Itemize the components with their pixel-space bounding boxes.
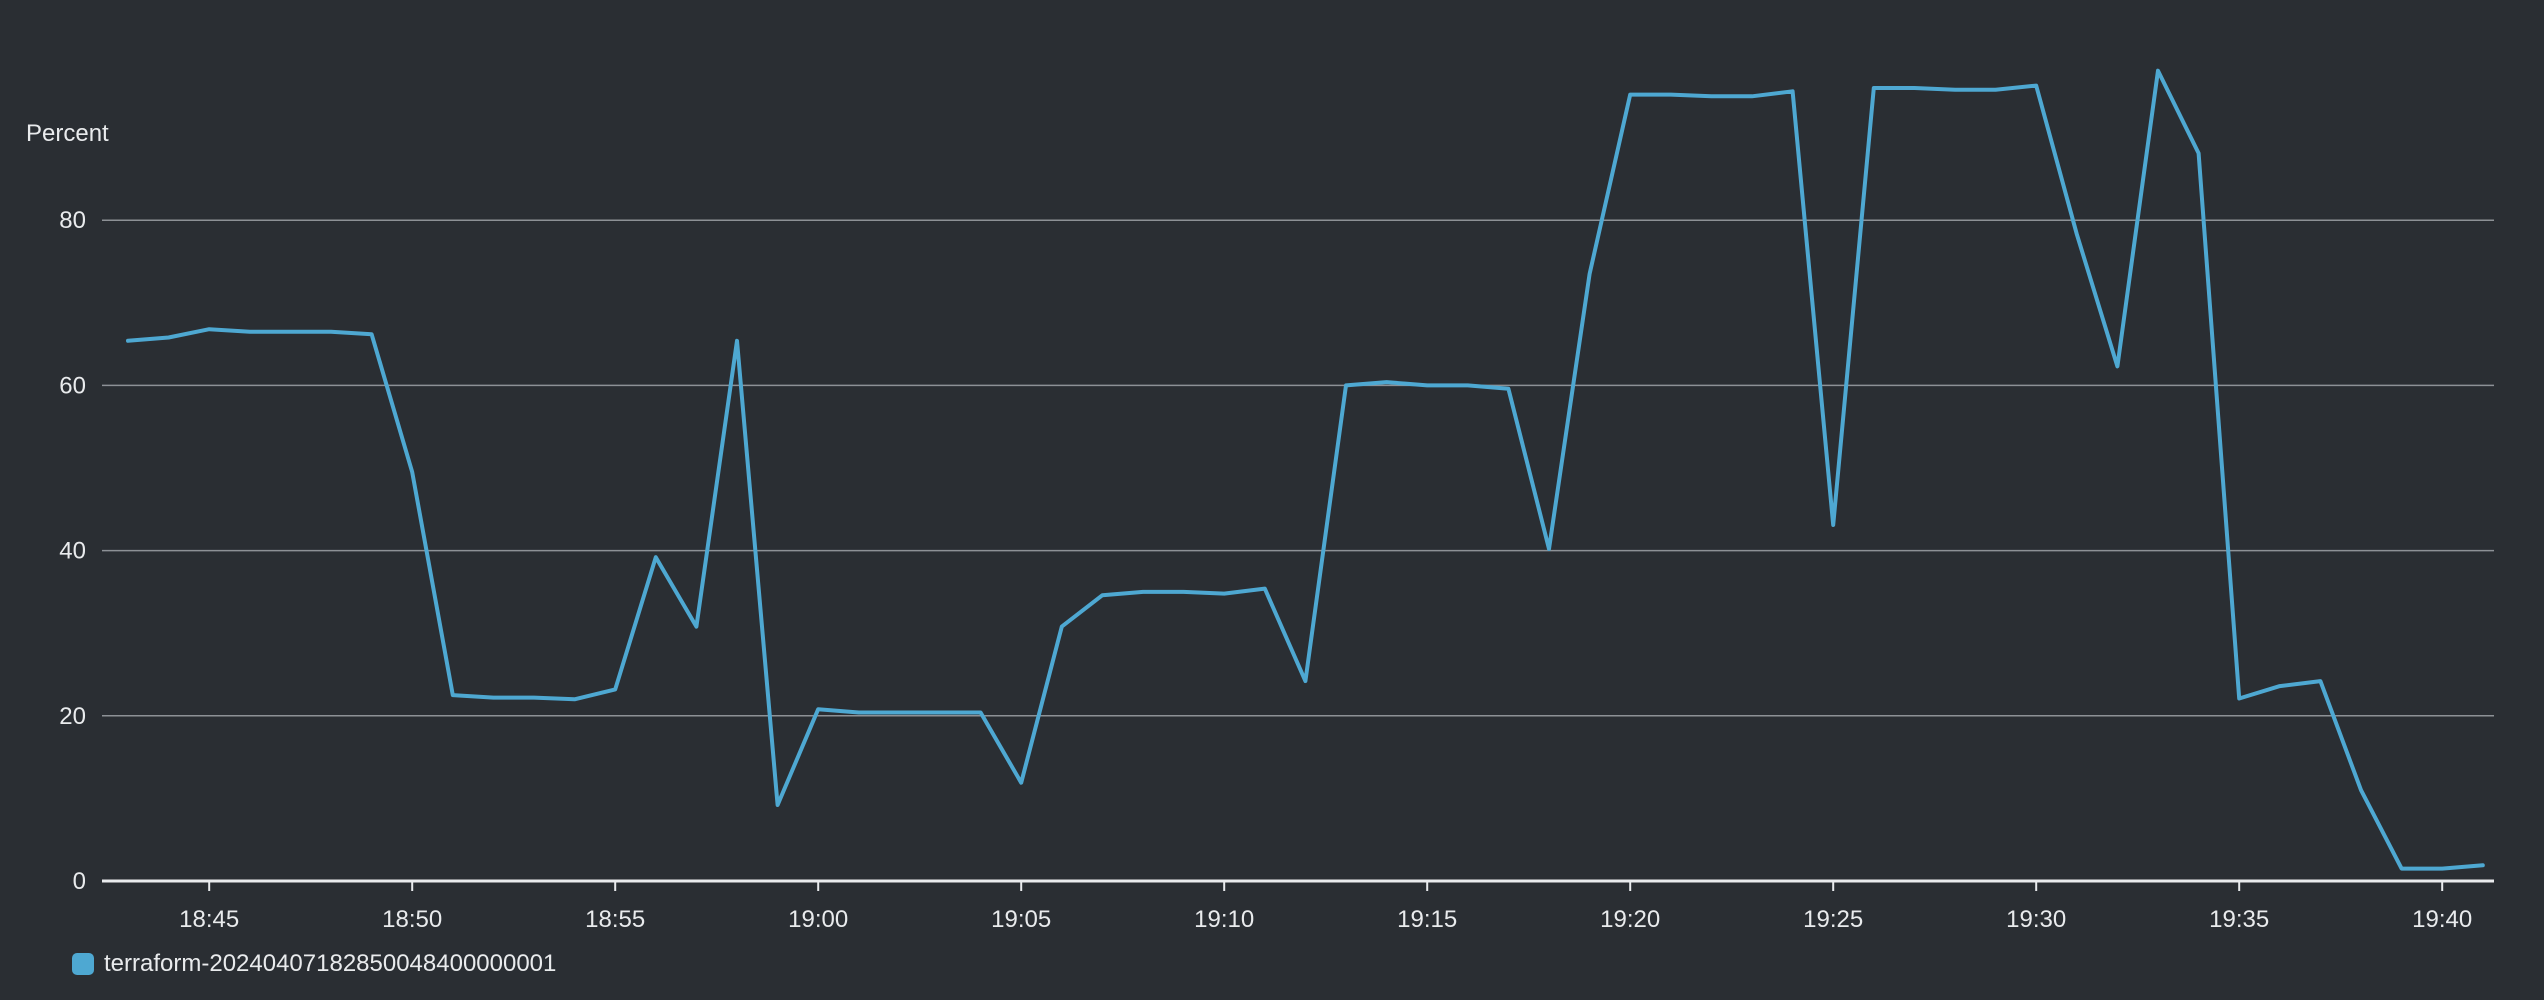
series-line-0: [126, 68, 2485, 871]
x-tick-label: 19:10: [1194, 906, 1254, 933]
y-tick-label: 0: [73, 868, 86, 895]
legend-label: terraform-20240407182850048400000001: [104, 950, 557, 977]
x-tick-label: 19:25: [1803, 906, 1863, 933]
x-tick-label: 18:45: [179, 906, 239, 933]
x-tick-label: 19:30: [2006, 906, 2066, 933]
x-tick-label: 19:05: [991, 906, 1051, 933]
x-tick-label: 18:55: [585, 906, 645, 933]
y-tick-label: 40: [59, 538, 86, 565]
y-tick-label: 80: [59, 207, 86, 234]
x-tick-label: 19:40: [2412, 906, 2472, 933]
y-tick-label: 60: [59, 372, 86, 399]
legend-swatch: [72, 953, 94, 975]
y-axis-label: Percent: [26, 120, 109, 147]
x-tick-label: 19:20: [1600, 906, 1660, 933]
x-tick-label: 19:00: [788, 906, 848, 933]
x-tick-label: 18:50: [382, 906, 442, 933]
x-tick-label: 19:35: [2209, 906, 2269, 933]
legend[interactable]: terraform-20240407182850048400000001: [72, 950, 556, 978]
y-tick-label: 20: [59, 703, 86, 730]
x-tick-label: 19:15: [1397, 906, 1457, 933]
